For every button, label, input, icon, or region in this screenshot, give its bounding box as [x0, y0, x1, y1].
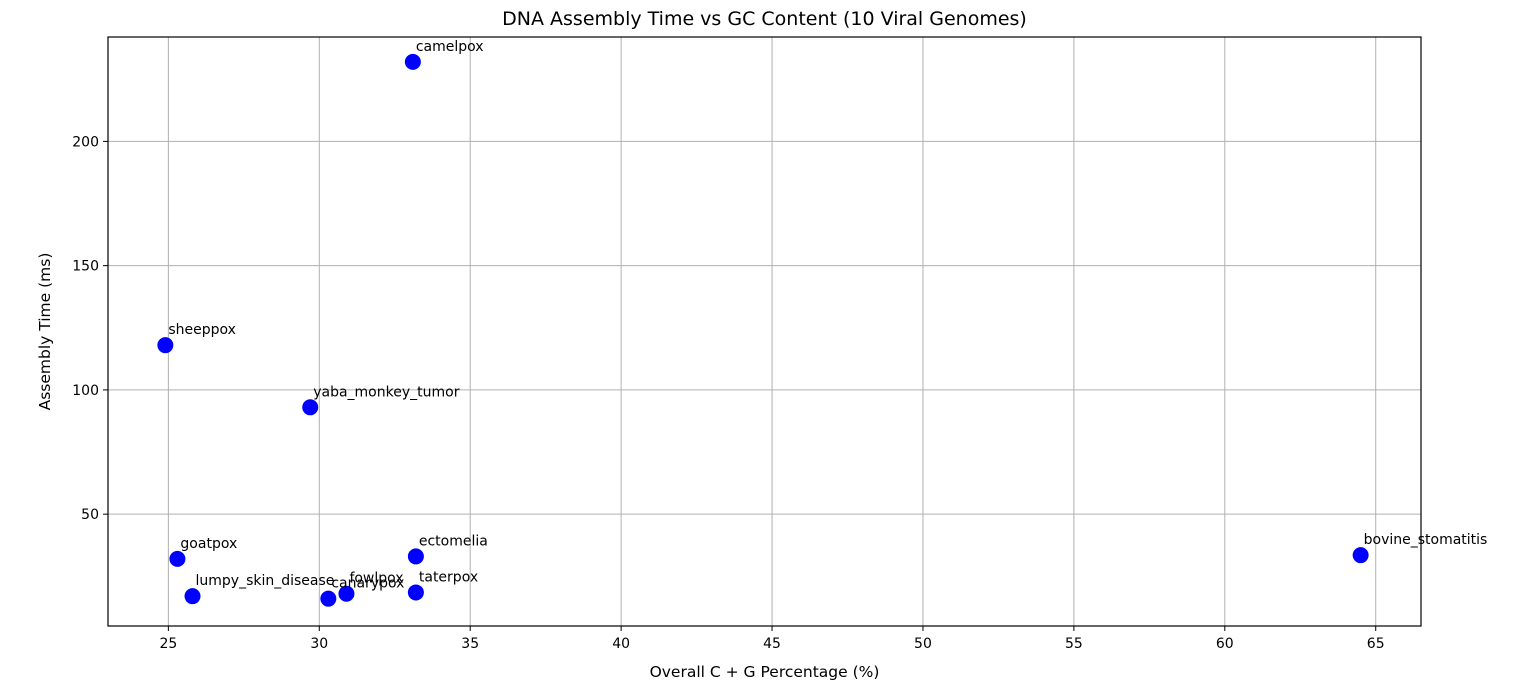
x-tick-label: 25 — [159, 636, 177, 652]
y-tick-label: 100 — [72, 383, 99, 399]
plot-area-frame — [107, 36, 1422, 627]
axis-ticks: 25 30 35 40 45 50 55 60 65 50 100 150 200 — [72, 134, 1384, 652]
data-point-label-sheeppox: sheeppox — [168, 322, 236, 338]
x-tick-label: 60 — [1216, 636, 1234, 652]
data-point-label-camelpox: camelpox — [416, 39, 484, 55]
data-point-label-yaba_monkey_tumor: yaba_monkey_tumor — [313, 384, 459, 400]
x-tick-label: 30 — [310, 636, 328, 652]
x-tick-label: 35 — [461, 636, 479, 652]
data-point-lumpy_skin_disease — [184, 588, 201, 605]
data-points — [157, 53, 1369, 607]
x-tick-label: 55 — [1065, 636, 1083, 652]
data-point-camelpox — [404, 53, 421, 70]
y-tick-label: 50 — [81, 507, 99, 523]
data-point-label-ectomelia: ectomelia — [419, 533, 488, 549]
data-point-ectomelia — [407, 548, 424, 565]
x-tick-label: 45 — [763, 636, 781, 652]
x-tick-label: 65 — [1367, 636, 1385, 652]
data-point-canarypox — [320, 590, 337, 607]
data-point-labels: camelpox sheeppox yaba_monkey_tumorgoatpox… — [168, 39, 1487, 592]
data-point-label-goatpox: goatpox — [180, 536, 237, 552]
x-tick-label: 50 — [914, 636, 932, 652]
x-tick-label: 40 — [612, 636, 630, 652]
y-tick-label: 150 — [72, 259, 99, 275]
data-point-taterpox — [407, 584, 424, 601]
data-point-label-canarypox: canarypox — [331, 576, 404, 592]
y-axis-title: Assembly Time (ms) — [36, 253, 54, 411]
data-point-bovine_stomatitis — [1352, 547, 1369, 564]
y-tick-label: 200 — [72, 134, 99, 150]
data-point-label-taterpox: taterpox — [419, 569, 478, 585]
data-point-label-lumpy_skin_disease: lumpy_skin_disease — [196, 573, 335, 589]
data-point-goatpox — [169, 550, 186, 567]
data-point-label-bovine_stomatitis: bovine_stomatitis — [1364, 532, 1488, 548]
data-point-label-fowlpox: fowlpox — [349, 571, 403, 587]
grid — [108, 37, 1421, 626]
data-point-sheeppox — [157, 337, 174, 354]
chart-title: DNA Assembly Time vs GC Content (10 Vira… — [502, 8, 1027, 30]
data-point-yaba_monkey_tumor — [302, 399, 319, 416]
data-point-fowlpox — [338, 585, 355, 602]
x-axis-title: Overall C + G Percentage (%) — [650, 663, 880, 681]
